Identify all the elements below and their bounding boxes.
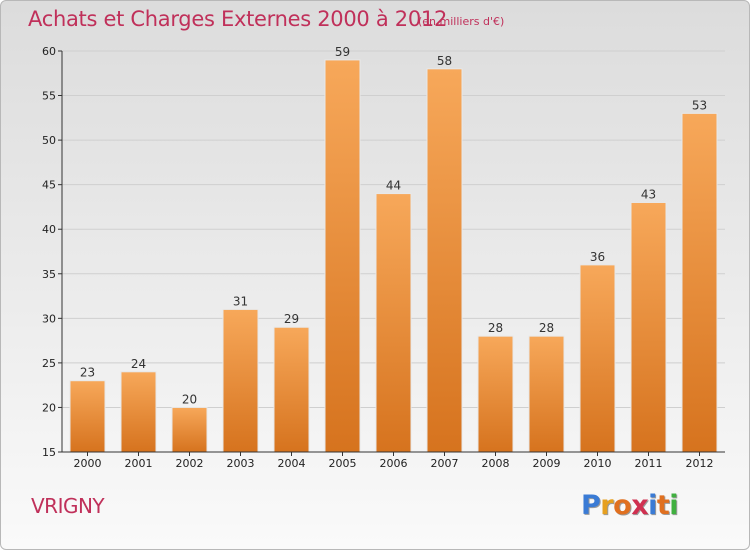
bar-2011 [630,201,667,453]
x-tick-label: 2010 [584,457,612,470]
logo-letter: o [613,490,632,521]
bar-2002 [171,406,208,453]
bar-2010 [579,264,616,453]
chart-subtitle: (en milliers d'€) [418,15,505,28]
y-tick-label: 25 [42,357,56,370]
bar-2007 [426,68,463,453]
logo-letter: i [648,490,657,521]
x-tick-label: 2003 [227,457,255,470]
bar-2009 [528,335,565,453]
value-label: 28 [488,321,503,335]
x-tick-label: 2008 [482,457,510,470]
axes: 15 20 25 30 35 40 45 50 55 60 2000 2001 2002 2003 2004… [42,45,725,470]
x-tick-label: 2007 [431,457,459,470]
bar-2005 [324,59,361,453]
value-label: 43 [641,187,656,201]
y-tick-label: 55 [42,90,56,103]
x-tick-label: 2000 [74,457,102,470]
x-tick-label: 2001 [125,457,153,470]
bar-2008 [477,335,514,453]
value-labels: 23 24 20 31 29 59 44 58 28 28 36 43 53 [80,45,707,407]
x-tick-label: 2011 [635,457,663,470]
value-label: 20 [182,392,197,406]
value-label: 59 [335,45,350,59]
logo-letter: t [656,490,670,521]
y-tick-label: 35 [42,268,56,281]
value-label: 36 [590,250,605,264]
logo-letter: x [631,490,649,521]
logo-letter: P [581,490,601,521]
logo-letter: i [669,490,679,521]
bar-2001 [120,371,157,453]
bar-2000 [69,380,106,453]
value-label: 24 [131,357,146,371]
y-tick-label: 50 [42,134,56,147]
logo-letter: r [600,490,614,521]
value-label: 31 [233,294,248,308]
y-tick-label: 40 [42,223,56,236]
bar-2004 [273,326,310,453]
x-tick-label: 2009 [533,457,561,470]
y-tick-label: 15 [42,446,56,459]
value-label: 44 [386,179,401,193]
bar-2012 [681,112,718,453]
y-tick-label: 30 [42,312,56,325]
commune-name: VRIGNY [31,494,105,518]
proxiti-logo[interactable]: Proxiti [581,490,679,521]
x-tick-label: 2004 [278,457,306,470]
x-tick-label: 2006 [380,457,408,470]
value-label: 58 [437,54,452,68]
x-tick-label: 2012 [686,457,714,470]
bar-2006 [375,193,412,453]
bar-2003 [222,308,259,453]
y-tick-label: 20 [42,401,56,414]
value-label: 29 [284,312,299,326]
y-tick-label: 60 [42,45,56,58]
x-tick-label: 2005 [329,457,357,470]
value-label: 23 [80,366,95,380]
chart-title: Achats et Charges Externes 2000 à 2012 [28,7,448,31]
bars [69,59,718,453]
value-label: 28 [539,321,554,335]
y-tick-label: 45 [42,179,56,192]
x-tick-label: 2002 [176,457,204,470]
value-label: 53 [692,98,707,112]
